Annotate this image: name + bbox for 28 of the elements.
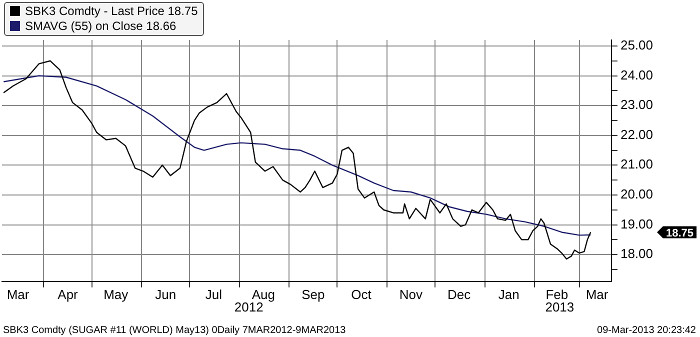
text: 2013 (545, 299, 574, 314)
x-tick-label: Dec (448, 286, 472, 302)
x-tick-label: Mar (586, 286, 609, 302)
text: 2012 (234, 299, 264, 314)
x-tick-label: Oct (351, 286, 372, 302)
legend-label: SBK3 Comdty - Last Price 18.75 (25, 4, 198, 18)
x-tick-label: Mar (6, 286, 30, 302)
text: SBK3 Comdty (SUGAR #11 (WORLD) May13) 0Daily 7MAR2012-9MAR2013 (3, 324, 346, 336)
text: 18.75 (666, 227, 694, 240)
x-tick-label: Nov (399, 286, 424, 302)
x-tick-label: Apr (58, 286, 79, 302)
x-tick-label: Sep (302, 286, 325, 302)
y-tick-label: 23.00 (620, 97, 654, 112)
y-tick-label: 18.00 (620, 246, 654, 262)
y-tick-label: 20.00 (620, 186, 654, 202)
legend-label: SMAVG (55) on Close 18.66 (25, 19, 176, 33)
x-tick-label: Feb (546, 286, 568, 302)
y-tick-label: 22.00 (620, 126, 654, 142)
x-tick-label: Aug (252, 286, 275, 302)
text: 09-Mar-2013 20:23:42 (597, 324, 696, 336)
x-tick-label: May (104, 286, 129, 302)
y-tick-label: 19.00 (620, 216, 654, 232)
y-tick-label: 21.00 (620, 156, 654, 172)
y-tick-label: 24.00 (620, 67, 654, 82)
x-tick-label: Jul (205, 286, 222, 302)
y-tick-label: 25.00 (620, 38, 654, 53)
x-tick-label: Jun (155, 286, 176, 302)
x-tick-label: Jan (498, 286, 520, 302)
